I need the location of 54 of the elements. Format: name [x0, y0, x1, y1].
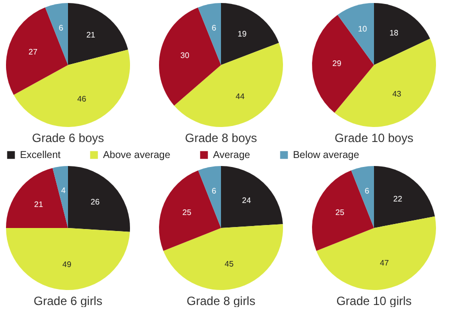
data-label: 45 [224, 259, 234, 268]
pie-slice [163, 224, 283, 290]
data-label: 27 [28, 47, 38, 56]
pie-slice [221, 166, 283, 228]
data-label: 24 [242, 196, 252, 205]
pie-slice [14, 50, 130, 127]
data-label: 22 [393, 194, 403, 204]
data-label: 10 [358, 24, 368, 34]
data-label: 25 [335, 208, 345, 218]
pie-slice [312, 170, 374, 251]
data-label: 4 [61, 186, 66, 196]
pie-slice [351, 166, 374, 228]
pie-slice [334, 38, 436, 127]
data-label: 44 [236, 92, 246, 101]
pie-slice [198, 3, 221, 65]
data-label: 21 [34, 200, 44, 210]
pie-slice [312, 14, 374, 113]
pie-slice [221, 3, 279, 65]
data-label: 19 [238, 29, 248, 38]
data-label: 6 [212, 23, 217, 32]
pie-slice [6, 228, 130, 290]
pie-slice [174, 42, 283, 127]
text: Grade 8 boys [184, 131, 258, 145]
data-label: 6 [58, 23, 64, 32]
pie-slice [159, 7, 221, 106]
data-label: 21 [86, 30, 96, 40]
pie-slice [374, 166, 435, 228]
data-label: 47 [380, 258, 390, 268]
data-label: 26 [90, 198, 100, 207]
pie-slice [6, 168, 68, 228]
pie-slice [68, 166, 130, 232]
pie-slice [159, 170, 221, 251]
data-label: 46 [77, 94, 87, 104]
legend-label: Excellent [20, 150, 61, 161]
data-label: 43 [392, 89, 402, 98]
data-label: 30 [180, 51, 190, 60]
legend-label: Above average [103, 150, 171, 161]
pie-slice [6, 7, 68, 95]
pie-slice [68, 3, 128, 65]
data-label: 18 [389, 28, 399, 38]
data-label: 6 [212, 186, 217, 196]
pie-slice [52, 166, 68, 228]
data-label: 49 [62, 260, 72, 270]
legend-label: Below average [293, 150, 360, 161]
pie-slice [316, 216, 436, 290]
data-label: 29 [332, 58, 342, 68]
legend-label: Average [213, 150, 251, 161]
pie-slice [198, 166, 221, 228]
pie-slice [374, 3, 430, 65]
pie-slice [45, 3, 68, 65]
data-label: 25 [182, 208, 192, 218]
data-label: 6 [364, 186, 370, 196]
text: Grade 10 boys [334, 131, 414, 145]
text: Grade 6 boys [32, 131, 104, 145]
